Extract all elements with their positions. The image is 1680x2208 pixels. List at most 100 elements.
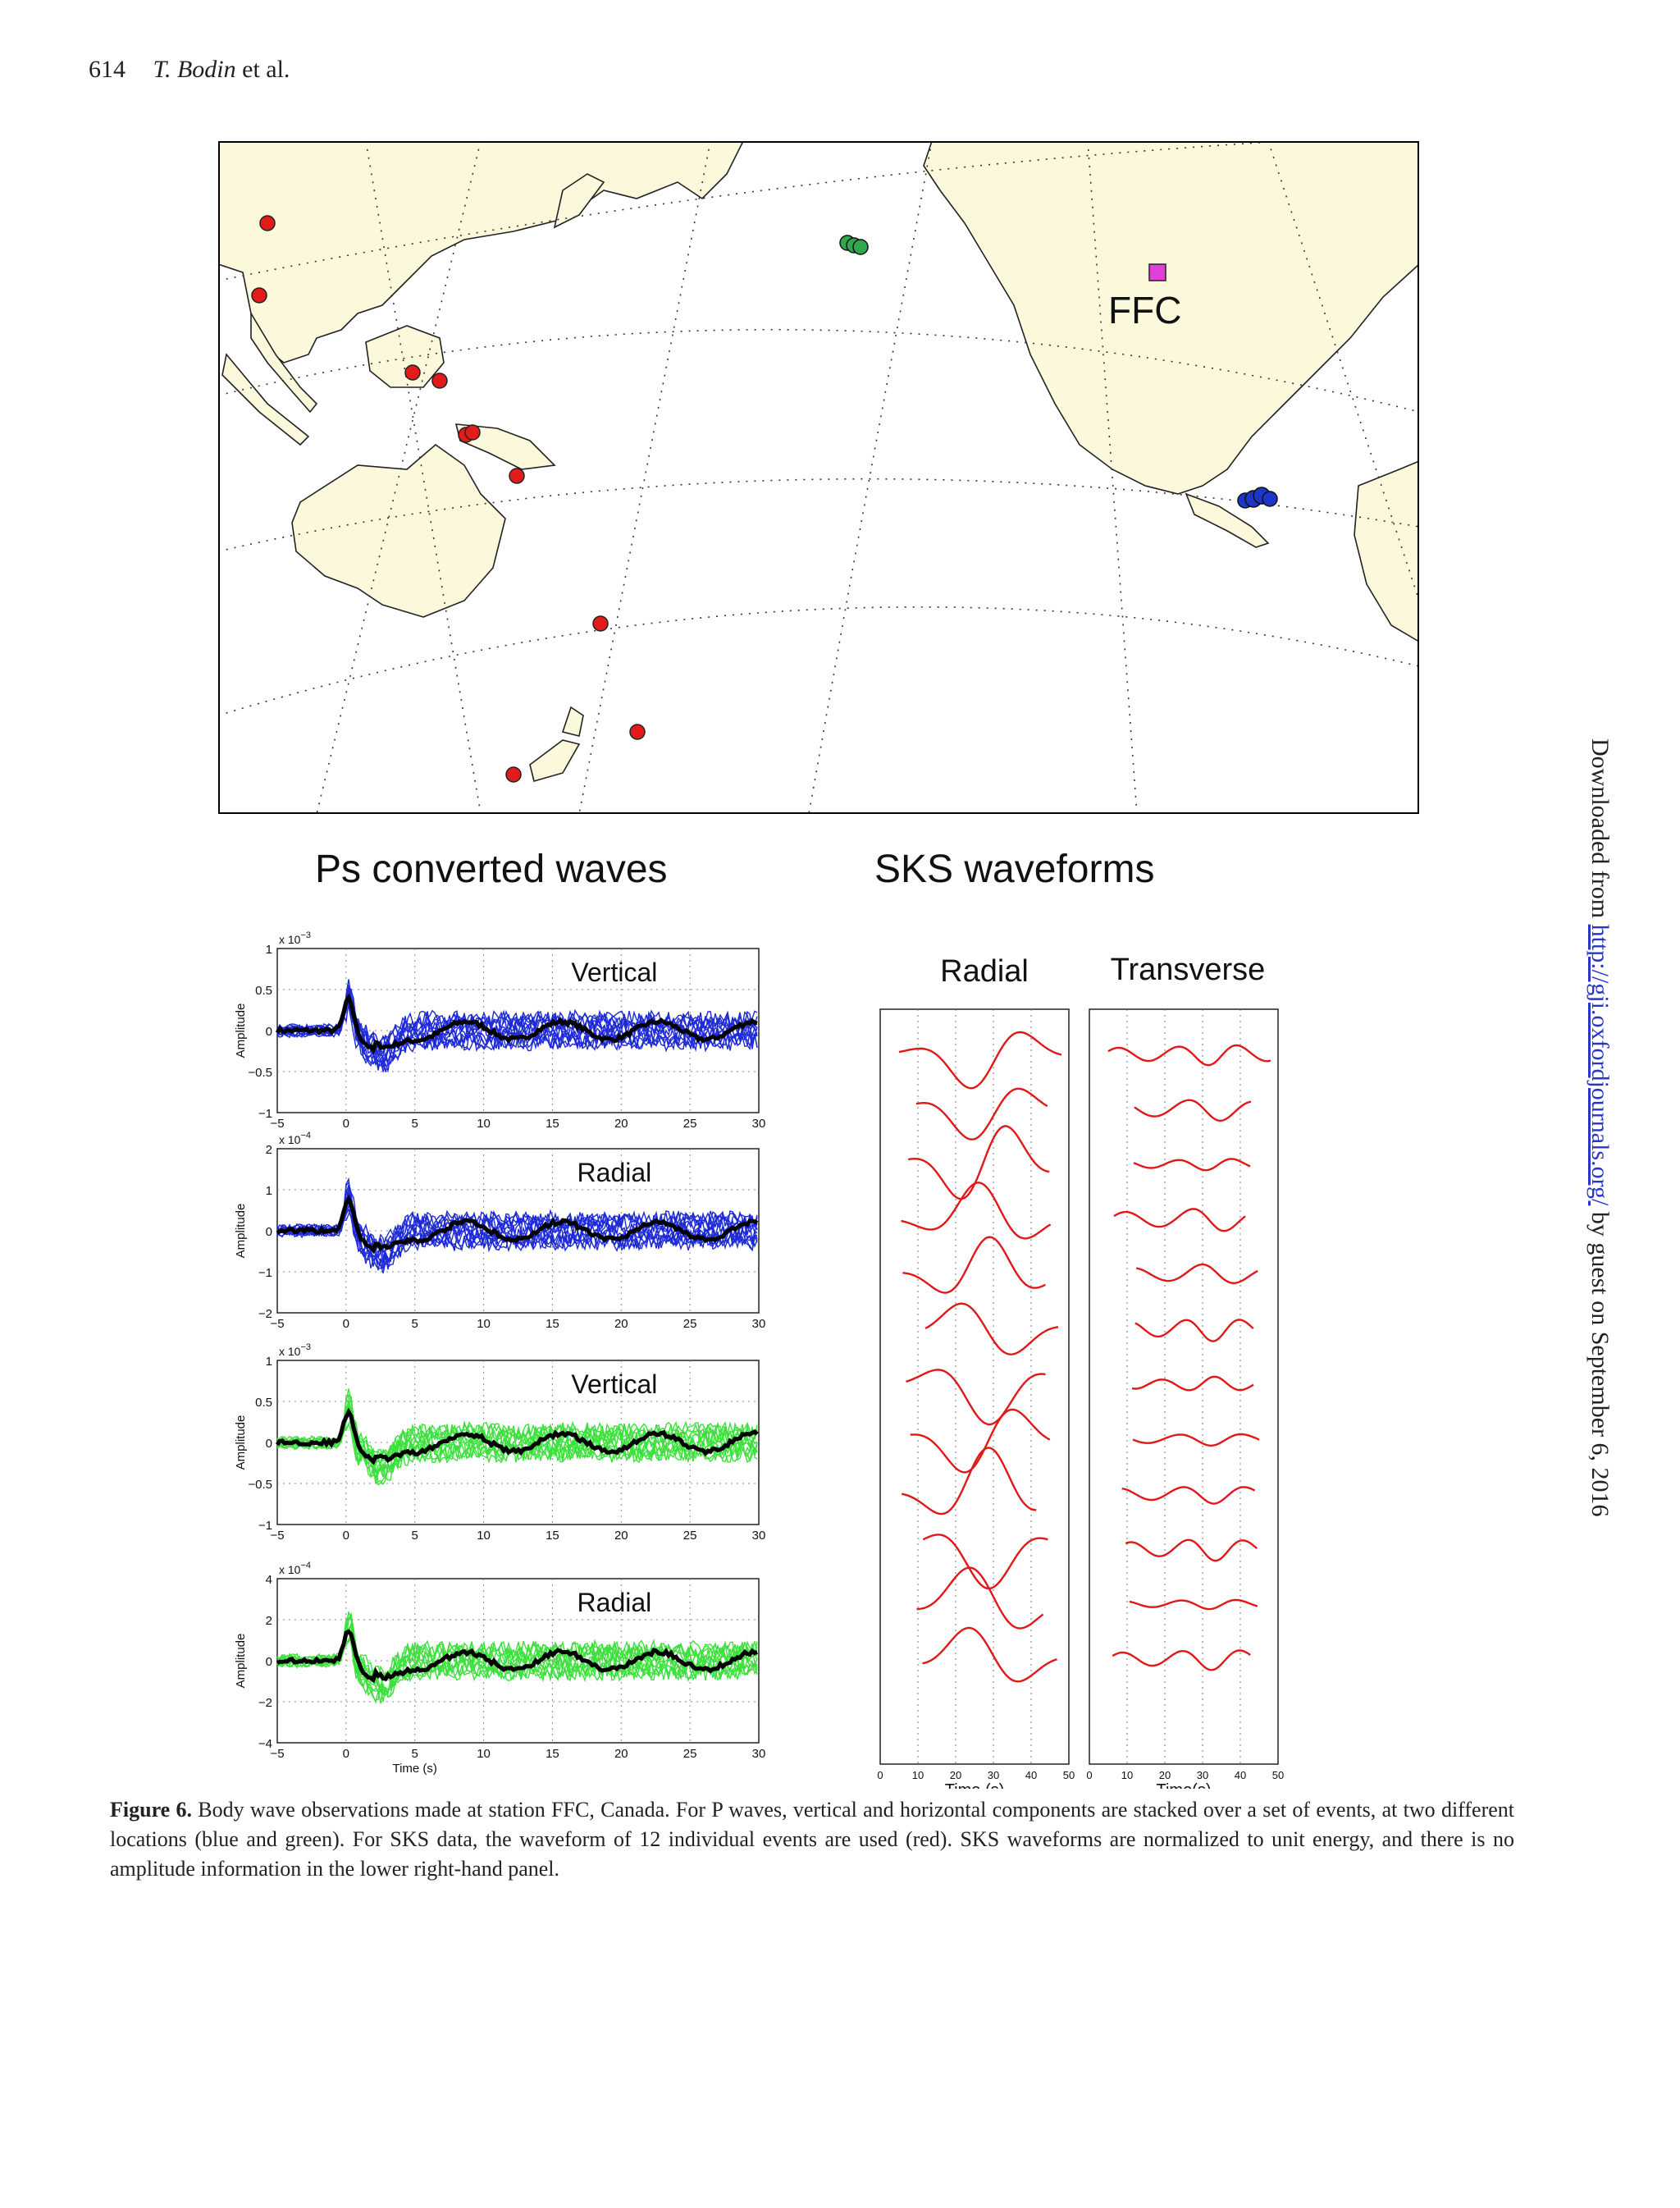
ps-xtick-label: 5 bbox=[412, 1117, 418, 1131]
sks-waveform bbox=[898, 1031, 1062, 1090]
ps-ytick-label: −4 bbox=[258, 1737, 272, 1751]
sks-transverse-title: Transverse bbox=[1111, 953, 1266, 987]
central-america bbox=[1185, 492, 1270, 548]
ps-trace bbox=[276, 1406, 758, 1479]
sks-waveform bbox=[1121, 1486, 1256, 1505]
ps-ytick-label: 1 bbox=[266, 1184, 272, 1198]
ps-xtick-label: 0 bbox=[343, 1529, 349, 1543]
ps-panel: 420−2−4−5 0 5 10 15 20 25 30x 10−4AmplitudeRadi… bbox=[234, 1561, 765, 1776]
sks-xtick-label: 0 bbox=[1086, 1769, 1092, 1781]
ps-title: Ps converted waves bbox=[315, 848, 668, 891]
ps-xtick-label: −5 bbox=[270, 1117, 284, 1131]
event-red-marker bbox=[431, 373, 448, 389]
ps-ytick-label: 0.5 bbox=[255, 1396, 272, 1410]
event-red-marker bbox=[259, 215, 276, 231]
ps-trace bbox=[276, 1005, 758, 1061]
sks-waveform bbox=[1135, 1263, 1258, 1284]
sks-waveform bbox=[901, 1447, 1037, 1515]
sks-waveform bbox=[1107, 1044, 1271, 1067]
sks-panels: Radial Transverse 0 10 20 30 40 50 Time (s) 0 10… bbox=[877, 953, 1284, 1789]
ps-xtick-label: 25 bbox=[683, 1529, 697, 1543]
event-red-marker bbox=[509, 468, 525, 484]
sks-waveform bbox=[916, 1566, 1044, 1630]
sumatra bbox=[221, 353, 310, 446]
sks-waveform bbox=[1134, 1099, 1252, 1122]
sks-xtick-label: 30 bbox=[1197, 1769, 1208, 1781]
sks-title: SKS waveforms bbox=[874, 848, 1155, 891]
ps-ytick-label: 0 bbox=[266, 1225, 272, 1239]
ps-stack-trace bbox=[276, 1194, 759, 1255]
ps-ytick-label: −1 bbox=[258, 1519, 272, 1533]
event-red-marker bbox=[251, 287, 267, 304]
ps-xtick-label: −5 bbox=[270, 1747, 284, 1761]
sks-xtick-label: 50 bbox=[1272, 1769, 1284, 1781]
sks-waveform bbox=[1112, 1649, 1251, 1671]
sks-xlabel: Time (s) bbox=[945, 1781, 1005, 1789]
ps-xtick-label: 5 bbox=[412, 1747, 418, 1761]
sks-waveform bbox=[1131, 1375, 1254, 1392]
ps-trace bbox=[276, 1209, 758, 1259]
ps-ytick-label: −1 bbox=[258, 1266, 272, 1280]
sks-waveform bbox=[908, 1125, 1050, 1200]
ps-ytick-label: 0.5 bbox=[255, 984, 272, 998]
ps-xtick-label: 15 bbox=[546, 1747, 559, 1761]
borneo bbox=[365, 325, 445, 388]
download-notice: Downloaded from http://gji.oxfordjournal… bbox=[1586, 738, 1614, 1517]
ps-xtick-label: 25 bbox=[683, 1747, 697, 1761]
sks-xtick-label: 20 bbox=[1159, 1769, 1171, 1781]
sks-waveform bbox=[901, 1182, 1052, 1240]
ps-trace bbox=[276, 1408, 758, 1471]
event-red-marker bbox=[505, 766, 522, 783]
ps-exponent: x 10−4 bbox=[279, 1131, 311, 1146]
ps-ytick-label: −2 bbox=[258, 1696, 272, 1710]
malay-peninsula bbox=[250, 311, 318, 414]
ps-trace bbox=[276, 1208, 758, 1253]
ps-xtick-label: 5 bbox=[412, 1529, 418, 1543]
author-name: T. Bodin bbox=[153, 56, 236, 83]
ps-ytick-label: 0 bbox=[266, 1025, 272, 1039]
sks-xtick-label: 30 bbox=[988, 1769, 999, 1781]
ps-trace bbox=[276, 1624, 758, 1697]
sks-xtick-label: 10 bbox=[1121, 1769, 1133, 1781]
ps-ytick-label: 4 bbox=[266, 1573, 272, 1587]
ps-panel-label: Radial bbox=[578, 1588, 652, 1617]
ps-ytick-label: 2 bbox=[266, 1143, 272, 1157]
caption-label: Figure 6. bbox=[110, 1798, 192, 1822]
ps-xtick-label: 30 bbox=[752, 1529, 766, 1543]
ps-panel-label: Vertical bbox=[571, 1369, 657, 1399]
ps-xtick-label: 25 bbox=[683, 1317, 697, 1331]
page-number: 614 bbox=[89, 56, 126, 83]
ps-xtick-label: 10 bbox=[477, 1529, 491, 1543]
sks-waveform bbox=[1132, 1433, 1260, 1447]
south-america bbox=[1354, 460, 1419, 642]
ps-xtick-label: 20 bbox=[614, 1747, 628, 1761]
sks-waveform bbox=[910, 1408, 1051, 1474]
sks-xtick-label: 40 bbox=[1025, 1769, 1037, 1781]
download-link[interactable]: http://gji.oxfordjournals.org/ bbox=[1586, 924, 1614, 1206]
ps-ytick-label: −2 bbox=[258, 1307, 272, 1321]
sks-waveform bbox=[915, 1087, 1048, 1141]
sks-xtick-label: 10 bbox=[912, 1769, 924, 1781]
sks-waveform bbox=[922, 1534, 1048, 1590]
ps-xtick-label: 30 bbox=[752, 1317, 766, 1331]
ps-trace bbox=[276, 1000, 758, 1051]
ps-ylabel: Amplitude bbox=[234, 1415, 248, 1470]
ps-panel: 210−1−2−5 0 5 10 15 20 25 30x 10−4AmplitudeRadi… bbox=[234, 1131, 765, 1331]
ps-ylabel: Amplitude bbox=[234, 1204, 248, 1259]
sks-xtick-label: 50 bbox=[1063, 1769, 1075, 1781]
sks-waveform bbox=[924, 1302, 1059, 1355]
ps-ytick-label: −0.5 bbox=[248, 1478, 272, 1492]
ps-ytick-label: 0 bbox=[266, 1655, 272, 1669]
sks-waveform bbox=[1113, 1208, 1246, 1232]
ps-xtick-label: 20 bbox=[614, 1317, 628, 1331]
sks-waveform bbox=[902, 1236, 1046, 1294]
ps-exponent: x 10−4 bbox=[279, 1561, 311, 1576]
ps-panel-label: Radial bbox=[578, 1158, 652, 1187]
ps-exponent: x 10−3 bbox=[279, 930, 311, 946]
sks-radial-title: Radial bbox=[940, 954, 1029, 989]
figure-caption: Figure 6. Body wave observations made at… bbox=[110, 1795, 1514, 1884]
event-green-marker bbox=[852, 239, 869, 255]
ps-xtick-label: 30 bbox=[752, 1117, 766, 1131]
ps-trace bbox=[276, 1634, 758, 1683]
ps-panel: 1 0.5 0 −0.5 −1−5 0 5 10 15 20 25 30 x 10−3 Amplitude… bbox=[234, 1342, 765, 1543]
